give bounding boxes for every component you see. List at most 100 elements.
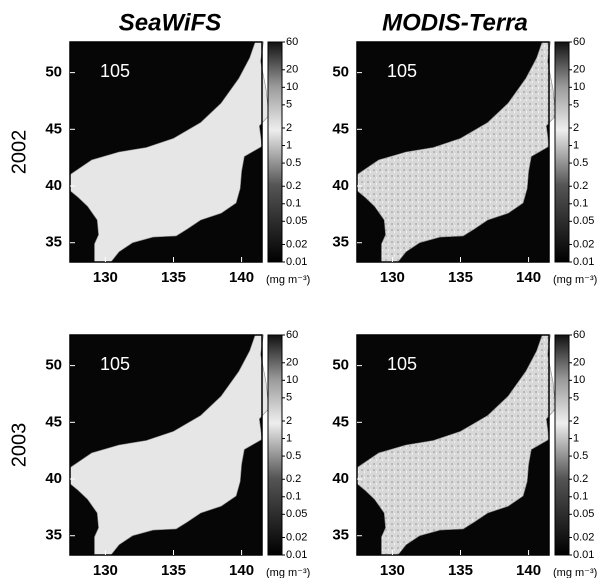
lat-tick-label: 50 — [45, 64, 62, 81]
colorbar-tick-label: 1 — [573, 432, 579, 444]
colorbar-tick-label: 0.5 — [286, 450, 301, 462]
colorbar-tick-label: 10 — [573, 81, 585, 93]
lon-tick-label: 130 — [380, 562, 405, 578]
lon-tick-label: 140 — [516, 269, 541, 286]
day-label: 105 — [100, 61, 130, 81]
lat-tick-label: 45 — [332, 413, 349, 430]
lat-tick-label: 35 — [332, 234, 349, 251]
lat-tick-label: 35 — [332, 527, 349, 544]
lon-tick-label: 130 — [93, 269, 118, 286]
colorbar-tick-label: 20 — [573, 64, 585, 76]
lat-tick-label: 40 — [332, 470, 349, 487]
sea-chlorophyll — [69, 41, 270, 263]
colorbar-tick-label: 0.05 — [286, 508, 307, 520]
lat-tick-label: 45 — [332, 120, 349, 137]
lat-tick-label: 40 — [332, 177, 349, 194]
colorbar-tick-label: 0.5 — [286, 157, 301, 169]
lon-tick-label: 135 — [448, 269, 473, 286]
colorbar-tick-label: 10 — [286, 81, 298, 93]
lat-tick-label: 40 — [45, 470, 62, 487]
lat-tick-label: 45 — [45, 413, 62, 430]
colorbar-tick-label: 60 — [573, 36, 585, 48]
colorbar-tick-label: 0.02 — [286, 238, 307, 250]
colorbar — [554, 334, 570, 556]
colorbar-tick-label: 60 — [286, 329, 298, 341]
lat-tick-label: 50 — [332, 357, 349, 374]
colorbar-tick-label: 0.01 — [286, 549, 307, 561]
colorbar-tick-label: 0.02 — [286, 531, 307, 543]
lon-tick-label: 135 — [448, 562, 473, 578]
day-label: 105 — [100, 354, 130, 374]
colorbar-tick-label: 0.01 — [573, 549, 594, 561]
unit-label: (mg m⁻³) — [266, 567, 310, 578]
colorbar-tick-label: 1 — [286, 139, 292, 151]
lat-tick-label: 40 — [45, 177, 62, 194]
colorbar-tick-label: 0.1 — [573, 198, 588, 210]
lat-tick-label: 50 — [45, 357, 62, 374]
colorbar-tick-label: 1 — [573, 139, 579, 151]
colorbar-tick-label: 10 — [286, 374, 298, 386]
lat-tick-label: 35 — [45, 234, 62, 251]
colorbar-tick-label: 0.5 — [573, 450, 588, 462]
colorbar-tick-label: 5 — [573, 392, 579, 404]
column-title: SeaWiFS — [119, 9, 221, 36]
colorbar-tick-label: 2 — [286, 122, 292, 134]
map-frame — [69, 41, 263, 263]
colorbar-tick-label: 5 — [573, 99, 579, 111]
map-frame — [69, 334, 263, 556]
unit-label: (mg m⁻³) — [553, 274, 597, 286]
unit-label: (mg m⁻³) — [553, 567, 597, 578]
colorbar-tick-label: 0.2 — [286, 473, 301, 485]
colorbar-tick-label: 2 — [286, 415, 292, 427]
colorbar — [554, 41, 570, 263]
lat-tick-label: 35 — [45, 527, 62, 544]
sea-chlorophyll — [69, 334, 270, 556]
colorbar-tick-label: 0.1 — [286, 198, 301, 210]
lon-tick-label: 130 — [380, 269, 405, 286]
colorbar-tick-label: 2 — [573, 415, 579, 427]
colorbar — [267, 334, 283, 556]
colorbar-tick-label: 0.02 — [573, 238, 594, 250]
colorbar — [267, 41, 283, 263]
row-label: 2002 — [8, 130, 30, 175]
colorbar-tick-label: 0.5 — [573, 157, 588, 169]
colorbar-tick-label: 20 — [573, 357, 585, 369]
sea-chlorophyll — [356, 41, 557, 263]
colorbar-tick-label: 0.01 — [286, 256, 307, 268]
lon-tick-label: 135 — [161, 269, 186, 286]
map-frame — [356, 41, 550, 263]
colorbar-tick-label: 1 — [286, 432, 292, 444]
lon-tick-label: 140 — [229, 269, 254, 286]
sea-chlorophyll — [356, 334, 557, 556]
colorbar-tick-label: 0.05 — [573, 215, 594, 227]
colorbar-tick-label: 0.2 — [573, 180, 588, 192]
colorbar-tick-label: 0.05 — [573, 508, 594, 520]
lat-tick-label: 45 — [45, 120, 62, 137]
map-frame — [356, 334, 550, 556]
colorbar-tick-label: 0.2 — [286, 180, 301, 192]
day-label: 105 — [387, 61, 417, 81]
colorbar-tick-label: 60 — [286, 36, 298, 48]
colorbar-tick-label: 0.05 — [286, 215, 307, 227]
colorbar-tick-label: 5 — [286, 99, 292, 111]
lon-tick-label: 140 — [229, 562, 254, 578]
colorbar-tick-label: 10 — [573, 374, 585, 386]
colorbar-tick-label: 5 — [286, 392, 292, 404]
row-label: 2003 — [8, 423, 30, 468]
colorbar-tick-label: 2 — [573, 122, 579, 134]
colorbar-tick-label: 0.1 — [286, 491, 301, 503]
unit-label: (mg m⁻³) — [266, 274, 310, 286]
lon-tick-label: 135 — [161, 562, 186, 578]
day-label: 105 — [387, 354, 417, 374]
lat-tick-label: 50 — [332, 64, 349, 81]
colorbar-tick-label: 0.01 — [573, 256, 594, 268]
colorbar-tick-label: 60 — [573, 329, 585, 341]
column-title: MODIS-Terra — [382, 9, 528, 36]
colorbar-tick-label: 0.2 — [573, 473, 588, 485]
lon-tick-label: 130 — [93, 562, 118, 578]
colorbar-tick-label: 20 — [286, 64, 298, 76]
colorbar-tick-label: 20 — [286, 357, 298, 369]
colorbar-tick-label: 0.02 — [573, 531, 594, 543]
colorbar-tick-label: 0.1 — [573, 491, 588, 503]
